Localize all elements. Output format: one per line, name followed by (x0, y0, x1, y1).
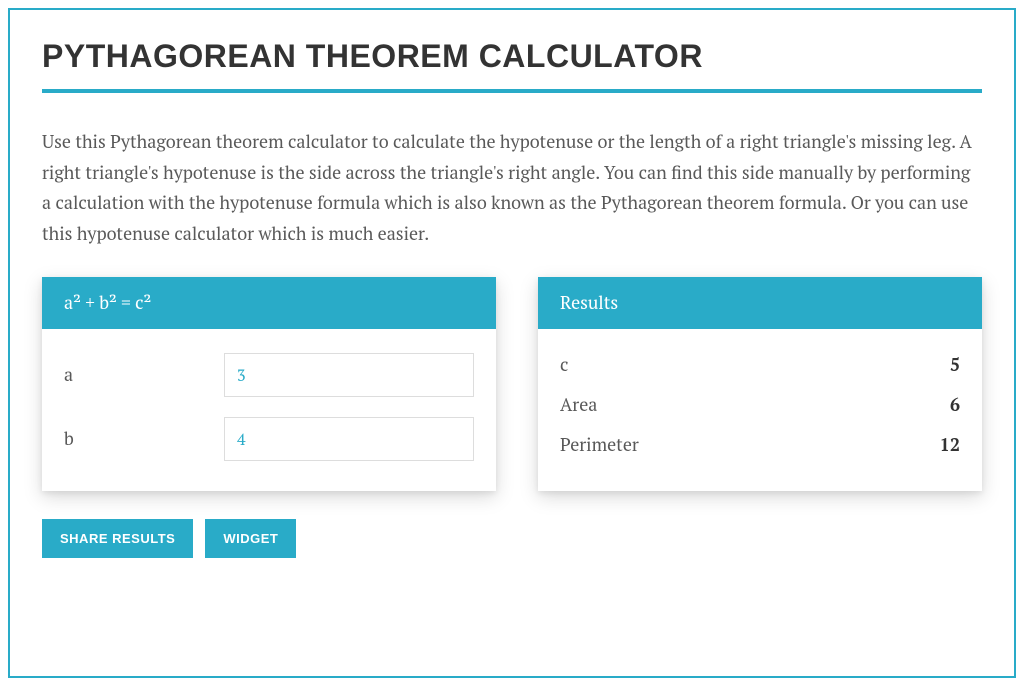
result-row-perimeter: Perimeter 12 (560, 433, 960, 457)
input-row-a: a (64, 353, 474, 397)
description-text: Use this Pythagorean theorem calculator … (42, 127, 982, 249)
input-panel-body: a b (42, 329, 496, 491)
result-label-perimeter: Perimeter (560, 433, 639, 457)
result-label-c: c (560, 353, 568, 377)
result-row-c: c 5 (560, 353, 960, 377)
result-value-area: 6 (950, 393, 960, 417)
results-panel-header: Results (538, 277, 982, 329)
input-label-a: a (64, 363, 224, 387)
widget-button[interactable]: WIDGET (205, 519, 296, 558)
results-panel-body: c 5 Area 6 Perimeter 12 (538, 329, 982, 487)
result-value-c: 5 (950, 353, 960, 377)
calculator-frame: PYTHAGOREAN THEOREM CALCULATOR Use this … (8, 8, 1016, 678)
result-row-area: Area 6 (560, 393, 960, 417)
result-label-area: Area (560, 393, 597, 417)
result-value-perimeter: 12 (940, 433, 960, 457)
input-row-b: b (64, 417, 474, 461)
results-panel: Results c 5 Area 6 Perimeter 12 (538, 277, 982, 491)
page-title: PYTHAGOREAN THEOREM CALCULATOR (42, 38, 982, 93)
input-panel-header: a² + b² = c² (42, 277, 496, 329)
input-panel: a² + b² = c² a b (42, 277, 496, 491)
button-row: SHARE RESULTS WIDGET (42, 519, 982, 558)
input-a[interactable] (224, 353, 474, 397)
panels-container: a² + b² = c² a b Results c 5 (42, 277, 982, 491)
input-b[interactable] (224, 417, 474, 461)
share-results-button[interactable]: SHARE RESULTS (42, 519, 193, 558)
input-label-b: b (64, 427, 224, 451)
